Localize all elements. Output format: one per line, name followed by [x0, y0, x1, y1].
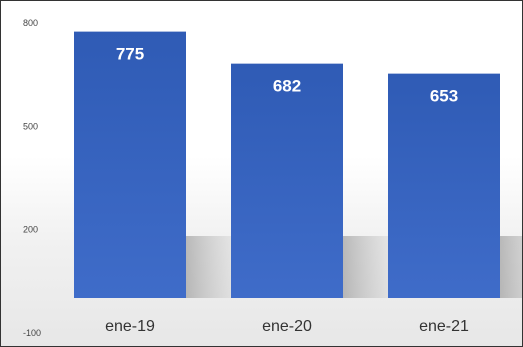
- y-tick-label: 200: [23, 225, 38, 235]
- data-labels: 775 682 653: [116, 45, 458, 106]
- y-tick-label: 500: [23, 121, 38, 131]
- x-tick-label: ene-21: [419, 318, 469, 335]
- bar-ene-20: [231, 63, 343, 299]
- data-label: 653: [430, 87, 458, 106]
- bar-ene-21: [388, 73, 500, 298]
- bar-ene-19: [74, 31, 186, 298]
- x-tick-label: ene-20: [262, 318, 312, 335]
- data-label: 682: [273, 77, 301, 96]
- y-tick-label: 800: [23, 18, 38, 28]
- data-label: 775: [116, 45, 144, 64]
- bar-shadow: [500, 236, 522, 298]
- x-axis-labels: ene-19 ene-20 ene-21: [105, 318, 469, 335]
- bars: [74, 31, 500, 299]
- y-tick-label: -100: [23, 328, 41, 338]
- y-axis-ticks: 800 500 200 -100: [23, 18, 41, 338]
- x-tick-label: ene-19: [105, 318, 155, 335]
